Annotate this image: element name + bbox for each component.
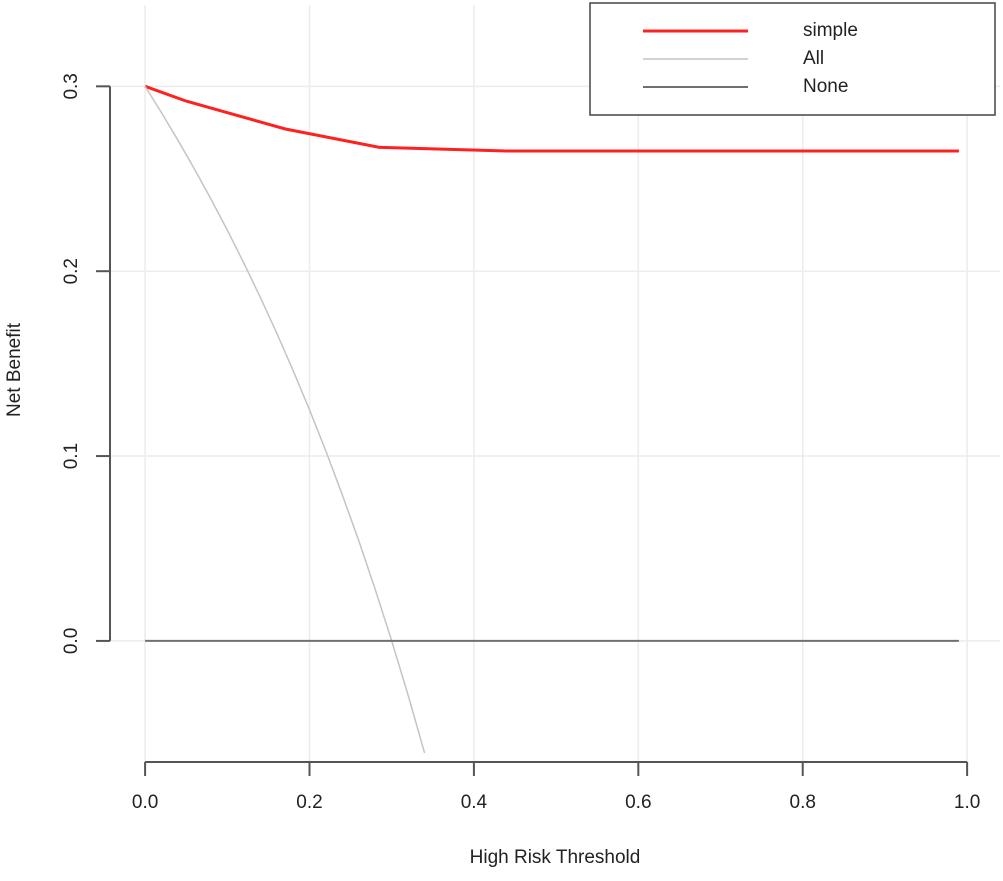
line-0 [144,84,959,153]
legend-label: All [803,48,824,69]
x-tick-label: 1.0 [954,792,980,813]
y-tick-label: 0.3 [61,73,82,99]
y-tick-label: 0.2 [61,258,82,284]
x-tick-label: 0.8 [790,792,816,813]
legend-label: None [803,76,848,97]
line-1 [144,85,426,754]
legend-label: simple [803,20,858,41]
plot-area [144,84,959,754]
x-tick-label: 0.2 [296,792,322,813]
y-axis-label: Net Benefit [4,322,25,417]
y-tick-label: 0.1 [61,443,82,469]
x-axis-label: High Risk Threshold [470,847,641,868]
y-tick-label: 0.0 [61,628,82,654]
x-tick-label: 0.4 [461,792,488,813]
x-tick-label: 0.6 [625,792,651,813]
x-tick-label: 0.0 [132,792,158,813]
